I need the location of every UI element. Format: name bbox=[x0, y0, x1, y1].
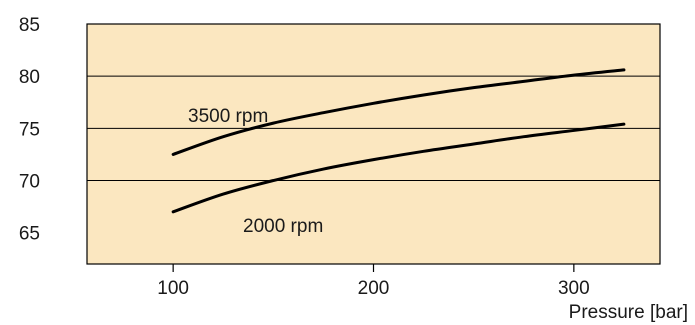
x-axis-ticks: 100 200 300 bbox=[157, 264, 590, 299]
x-axis-title: Pressure [bar] bbox=[569, 302, 688, 323]
y-axis-ticks: 65 70 75 80 85 bbox=[19, 15, 40, 245]
series-line-1 bbox=[171, 122, 626, 214]
series-line-0 bbox=[171, 68, 626, 156]
series-lines bbox=[171, 68, 626, 214]
series-labels: 3500 rpm 2000 rpm bbox=[188, 106, 323, 237]
series-label-1: 2000 rpm bbox=[243, 216, 323, 237]
y-tick-label: 75 bbox=[19, 119, 40, 140]
x-tick-label: 300 bbox=[558, 278, 590, 299]
y-tick-label: 65 bbox=[19, 224, 40, 245]
plot-area bbox=[87, 24, 660, 264]
y-tick-label: 70 bbox=[19, 172, 40, 193]
x-tick-label: 100 bbox=[157, 278, 189, 299]
y-tick-label: 85 bbox=[19, 15, 40, 36]
y-tick-label: 80 bbox=[19, 67, 40, 88]
x-tick-label: 200 bbox=[358, 278, 390, 299]
series-label-0: 3500 rpm bbox=[188, 106, 268, 127]
